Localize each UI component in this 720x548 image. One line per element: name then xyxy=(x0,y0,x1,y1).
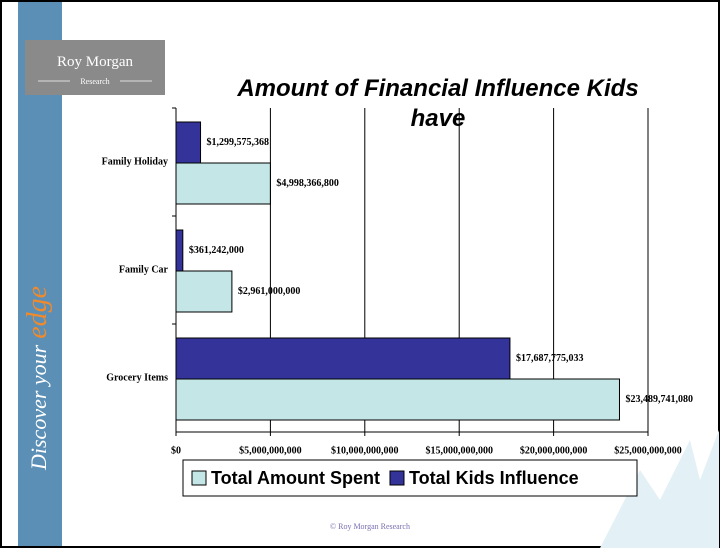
sidebar-text: Discover your edge xyxy=(22,286,53,471)
y-tick-label: Family Car xyxy=(119,264,169,275)
x-tick-label: $25,000,000,000 xyxy=(614,445,682,456)
bar xyxy=(175,378,620,421)
value-label: $23,489,741,080 xyxy=(625,394,693,405)
value-label: $361,242,000 xyxy=(189,245,244,256)
sidebar-plain: Discover your xyxy=(26,344,51,471)
bar xyxy=(175,337,511,380)
x-tick-label: $10,000,000,000 xyxy=(331,445,399,456)
footer: © Roy Morgan Research xyxy=(330,522,410,531)
value-label: $4,998,366,800 xyxy=(276,178,339,189)
x-tick-label: $20,000,000,000 xyxy=(520,445,588,456)
bar xyxy=(175,229,184,272)
value-label: $17,687,775,033 xyxy=(516,353,584,364)
bar xyxy=(175,270,233,313)
title-line: Amount of Financial Influence Kids xyxy=(236,75,638,102)
chart-title: Amount of Financial Influence Kids have xyxy=(236,75,638,132)
bar xyxy=(175,162,271,205)
x-tick-label: $5,000,000,000 xyxy=(239,445,302,456)
x-tick-label: $15,000,000,000 xyxy=(425,445,493,456)
y-tick-label: Grocery Items xyxy=(106,372,168,383)
bar xyxy=(175,121,202,164)
value-label: $2,961,000,000 xyxy=(238,286,301,297)
legend-swatch xyxy=(191,470,207,486)
y-tick-label: Family Holiday xyxy=(102,156,168,167)
legend-label: Total Kids Influence xyxy=(409,468,579,488)
value-label: $1,299,575,368 xyxy=(207,137,270,148)
sidebar-highlight: edge xyxy=(22,286,53,339)
logo xyxy=(25,40,165,95)
legend-label: Total Amount Spent xyxy=(211,468,380,488)
title-line: have xyxy=(411,105,466,132)
logo-name: Roy Morgan xyxy=(57,54,133,70)
x-tick-label: $0 xyxy=(171,445,181,456)
legend xyxy=(182,459,638,497)
decor-burst xyxy=(600,430,719,548)
legend-swatch xyxy=(389,470,405,486)
logo-sub: Research xyxy=(80,77,109,86)
